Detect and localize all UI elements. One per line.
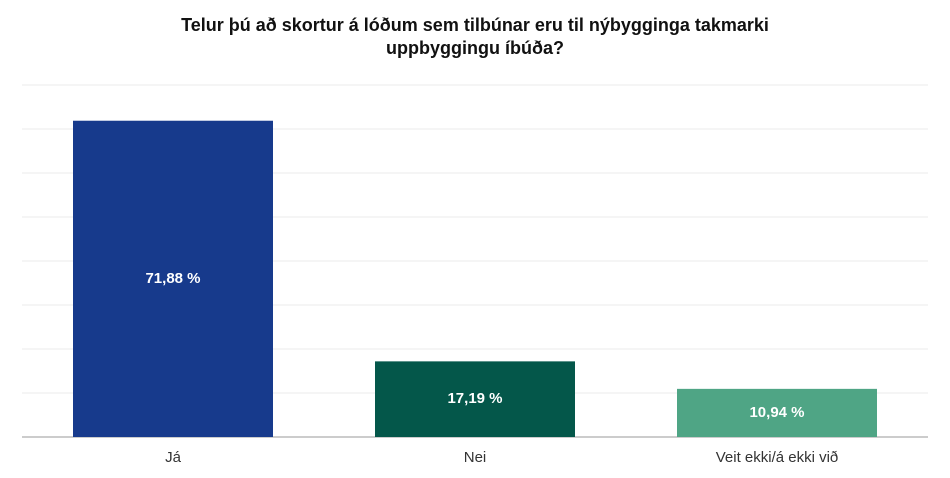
value-label: 17,19 % bbox=[447, 390, 502, 407]
bar bbox=[375, 361, 575, 437]
bar bbox=[677, 388, 877, 437]
x-tick-label: Já bbox=[165, 449, 182, 466]
bar bbox=[73, 120, 273, 437]
chart-title: Telur þú að skortur á lóðum sem tilbúnar… bbox=[181, 15, 769, 58]
x-tick-label: Veit ekki/á ekki við bbox=[716, 449, 839, 466]
value-label: 10,94 % bbox=[749, 404, 804, 421]
x-tick-label: Nei bbox=[464, 449, 487, 466]
value-label: 71,88 % bbox=[145, 270, 200, 287]
